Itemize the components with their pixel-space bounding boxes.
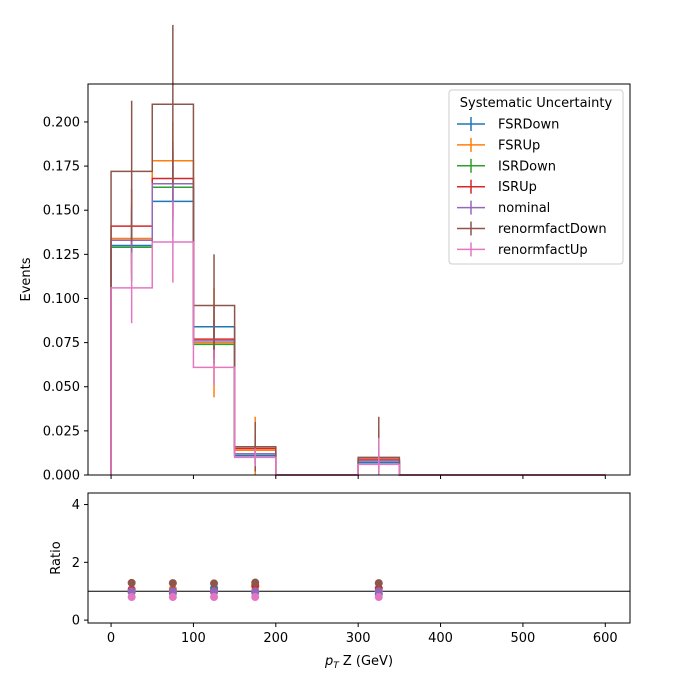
main-y-tick-label: 0.100 [43,292,80,307]
ratio-point-nominal [168,587,177,596]
ratio-x-tick-label: 300 [346,631,371,646]
main-x-ticks [110,475,606,479]
main-y-tick-label: 0.200 [43,115,80,130]
x-axis-label-p: p [324,654,333,669]
main-plot-frame [87,83,631,476]
ratio-y-tick-label: 0 [72,614,80,629]
ratio-x-tick-label: 0 [107,631,115,646]
ratio-y-axis: 0 2 4 [72,498,88,629]
x-axis-label-rest: Z (GeV) [339,654,393,669]
histogram-step-renormfactUp [110,241,606,476]
ratio-point-renormfactDown [127,578,136,587]
ratio-x-tick-label: 600 [593,631,618,646]
ratio-x-tick-label: 200 [263,631,288,646]
ratio-point-renormfactUp [210,593,219,601]
main-y-tick-label: 0.000 [43,469,80,484]
main-y-tick-label: 0.175 [43,160,80,175]
main-y-tick-label: 0.025 [43,424,80,439]
main-y-tick-label: 0.050 [43,380,80,395]
main-y-axis-label: Events [19,257,34,301]
legend: Systematic Uncertainty FSRDown FSRUp ISRDo… [448,89,624,265]
legend-label-FSRDown: FSRDown [498,118,559,133]
ratio-point-renormfactUp [251,593,260,601]
legend-items: FSRDown FSRUp ISRDown ISRUp nominal renormfac… [457,117,607,258]
legend-label-ISRDown: ISRDown [498,159,556,174]
ratio-x-tick-label: 500 [511,631,536,646]
ratio-y-tick-label: 2 [72,556,80,571]
x-axis-label-subscript: T [333,661,340,671]
legend-box [448,89,624,265]
ratio-panel: 0 2 4 0 100 200 300 400 500 600 Ratio pT Z (GeV) [49,492,631,671]
main-y-tick-label: 0.150 [43,204,80,219]
ratio-x-tick-label: 400 [428,631,453,646]
legend-label-FSRUp: FSRUp [498,138,540,153]
ratio-plot-frame [87,492,631,624]
ratio-point-nominal [374,587,383,596]
ratio-x-axis: 0 100 200 300 400 500 600 [107,623,618,646]
ratio-point-renormfactDown [251,578,260,587]
ratio-point-renormfactDown [374,579,383,588]
ratio-point-nominal [210,587,219,596]
ratio-x-tick-label: 100 [181,631,206,646]
legend-label-nominal: nominal [498,201,550,216]
ratio-point-nominal [251,587,260,596]
legend-title: Systematic Uncertainty [460,96,613,111]
main-y-tick-label: 0.075 [43,336,80,351]
ratio-point-renormfactDown [210,579,219,588]
ratio-y-axis-label: Ratio [49,541,64,574]
legend-label-renormfactUp: renormfactUp [498,243,588,258]
ratio-point-renormfactUp [168,593,177,601]
legend-label-renormfactDown: renormfactDown [498,222,607,237]
x-axis-label: pT Z (GeV) [324,654,393,671]
ratio-y-tick-label: 4 [72,498,80,513]
ratio-point-renormfactUp [374,593,383,601]
ratio-point-renormfactUp [127,593,136,601]
main-plot-area [110,24,606,476]
ratio-point-nominal [127,587,136,596]
main-panel: 0.000 0.025 0.050 0.075 0.100 0.125 0.150 0.175… [19,24,631,484]
main-y-tick-label: 0.125 [43,248,80,263]
ratio-plot-area [127,578,383,601]
main-y-axis: 0.000 0.025 0.050 0.075 0.100 0.125 0.150 0.175… [43,115,88,484]
ratio-point-renormfactDown [168,579,177,588]
legend-label-ISRUp: ISRUp [498,180,537,195]
